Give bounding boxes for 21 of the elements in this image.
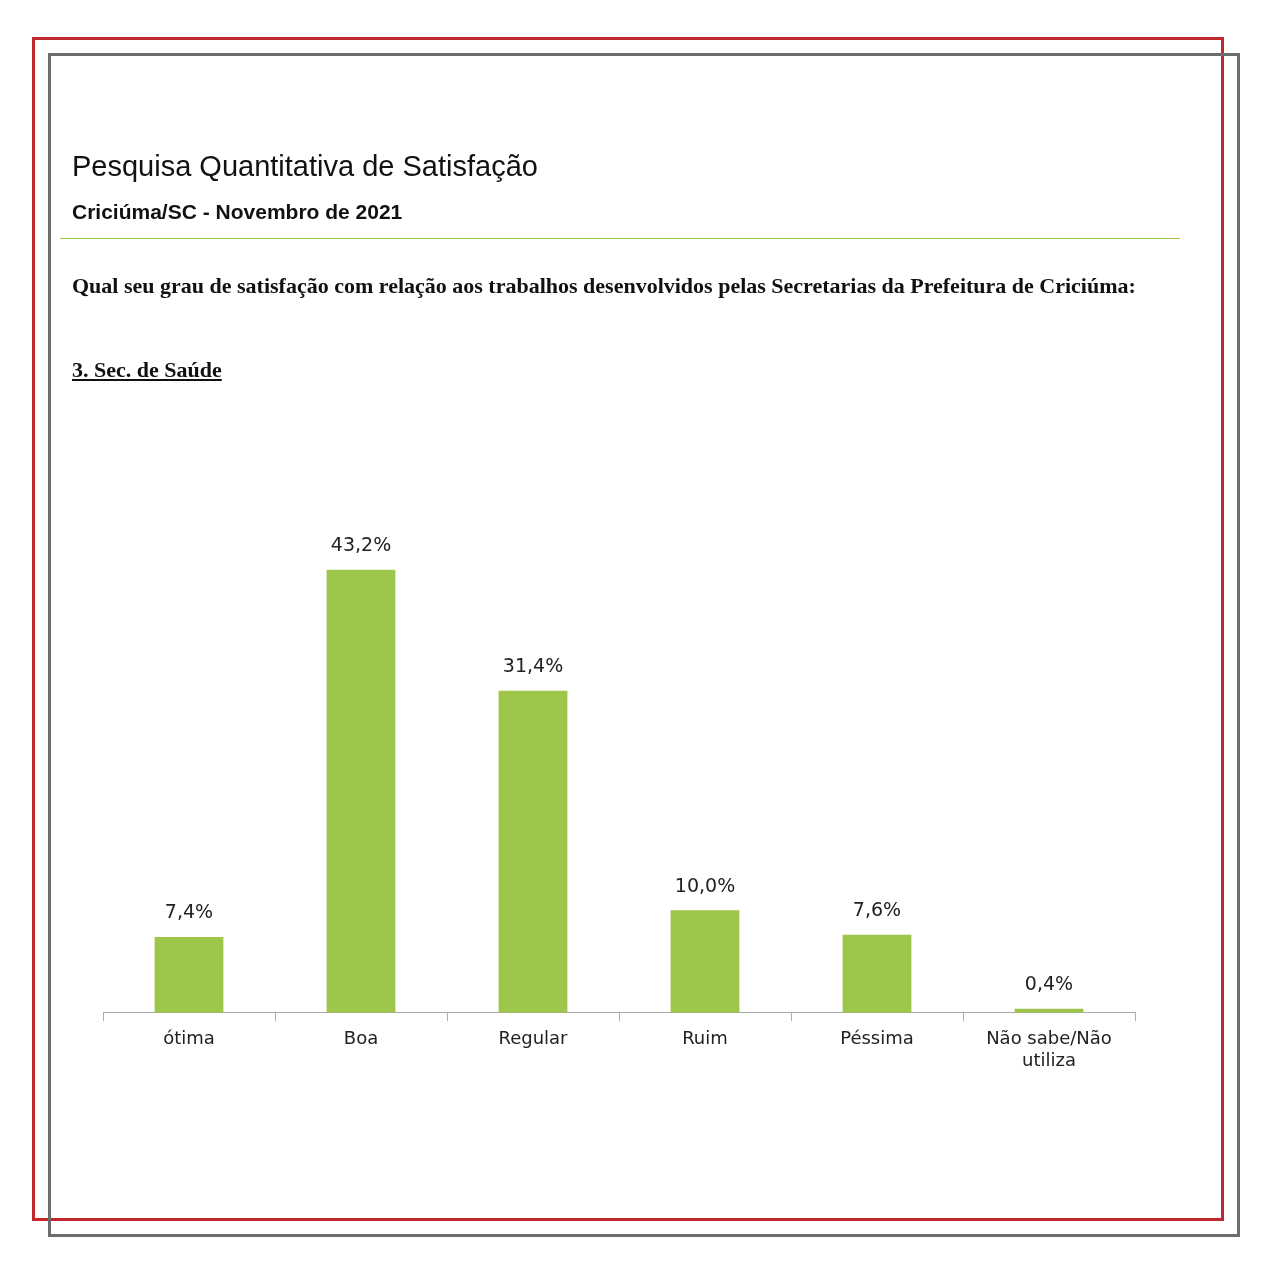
data-label: 7,4% bbox=[164, 900, 214, 923]
text: 3. Sec. de Saúde bbox=[72, 357, 222, 383]
data-label: 43,2% bbox=[330, 533, 392, 556]
chart-title: Pesquisa Quantitativa de Satisfação bbox=[72, 150, 538, 183]
bar bbox=[670, 910, 740, 1013]
data-label: 10,0% bbox=[674, 873, 736, 896]
chart-subtitle: Criciúma/SC - Novembro de 2021 bbox=[72, 200, 403, 224]
x-tick-label: Não sabe/Não utiliza bbox=[986, 1027, 1112, 1070]
bar bbox=[154, 936, 224, 1013]
data-label: 7,6% bbox=[852, 898, 902, 921]
x-tick-label: Péssima bbox=[840, 1027, 914, 1049]
data-label: 0,4% bbox=[1024, 972, 1074, 995]
x-tick-label: ótima bbox=[163, 1027, 215, 1049]
bar bbox=[842, 934, 912, 1013]
x-tick-label: Regular bbox=[498, 1027, 569, 1049]
x-tick-label: Ruim bbox=[682, 1027, 728, 1049]
bar bbox=[498, 690, 568, 1013]
bar bbox=[326, 569, 396, 1013]
data-label: 31,4% bbox=[502, 654, 564, 677]
x-tick-label: Boa bbox=[343, 1027, 379, 1049]
text: Qual seu grau de satisfação com relação aos trabalhos desenvolvidos pelas Secretarias da Prefeitura de Criciúma: bbox=[72, 272, 1137, 299]
